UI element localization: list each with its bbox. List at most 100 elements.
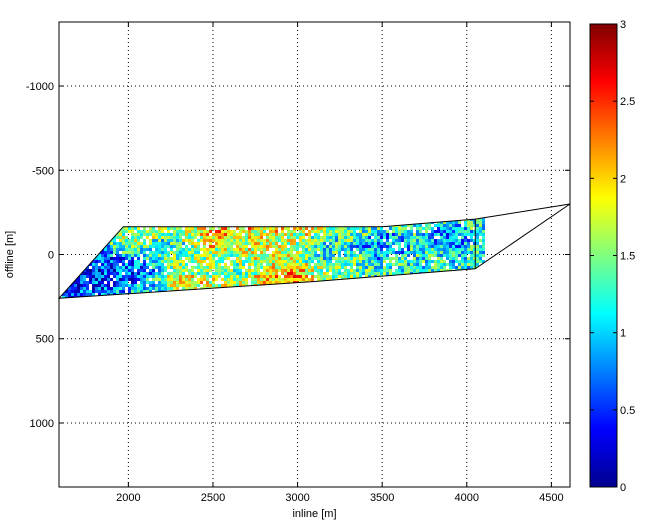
heatmap-cell [356, 242, 359, 245]
heatmap-cell [323, 230, 326, 233]
heatmap-cell [344, 266, 347, 269]
heatmap-cell [260, 242, 263, 245]
heatmap-cell [113, 236, 116, 239]
heatmap-cell [356, 248, 359, 251]
heatmap-cell [296, 257, 299, 260]
heatmap-cell [443, 233, 446, 236]
heatmap-cell [98, 266, 101, 269]
heatmap-cell [167, 251, 170, 254]
heatmap-cell [200, 236, 203, 239]
heatmap-cell [146, 287, 149, 290]
heatmap-cell [311, 257, 314, 260]
heatmap-cell [221, 272, 224, 275]
heatmap-cell [272, 233, 275, 236]
heatmap-cell [293, 257, 296, 260]
heatmap-cell [326, 275, 329, 278]
heatmap-cell [170, 239, 173, 242]
heatmap-cell [308, 263, 311, 266]
heatmap-cell [137, 287, 140, 290]
heatmap-cell [122, 263, 125, 266]
heatmap-cell [326, 260, 329, 263]
heatmap-cell [287, 278, 290, 281]
heatmap-cell [227, 233, 230, 236]
heatmap-cell [179, 260, 182, 263]
heatmap-cell [188, 233, 191, 236]
heatmap-cell [386, 266, 389, 269]
heatmap-cell [209, 236, 212, 239]
colorbar-tick-label: 2.5 [620, 96, 635, 108]
heatmap-cell [242, 251, 245, 254]
heatmap-cell [374, 263, 377, 266]
colorbar-ticks: 00.511.522.53 [590, 19, 635, 494]
heatmap-cell [401, 233, 404, 236]
heatmap-cell [113, 266, 116, 269]
heatmap-cell [218, 251, 221, 254]
heatmap-cell [125, 227, 128, 230]
heatmap-cell [443, 224, 446, 227]
heatmap-cell [377, 260, 380, 263]
heatmap-cell [413, 224, 416, 227]
heatmap-cell [134, 239, 137, 242]
heatmap-cell [233, 230, 236, 233]
heatmap-cell [317, 275, 320, 278]
heatmap-cell [446, 251, 449, 254]
heatmap-cell [317, 263, 320, 266]
heatmap-cell [209, 281, 212, 284]
heatmap-cell [137, 254, 140, 257]
heatmap-cell [374, 233, 377, 236]
heatmap-cell [281, 227, 284, 230]
heatmap-cell [77, 290, 80, 293]
heatmap-cell [209, 263, 212, 266]
heatmap-cell [236, 275, 239, 278]
heatmap-cell [335, 272, 338, 275]
heatmap-cell [317, 242, 320, 245]
heatmap-cell [191, 248, 194, 251]
heatmap-cell [383, 254, 386, 257]
heatmap-cell [257, 236, 260, 239]
heatmap-cell [332, 257, 335, 260]
heatmap-cell [188, 251, 191, 254]
heatmap-cell [125, 242, 128, 245]
heatmap-cell [158, 269, 161, 272]
heatmap-cell [368, 227, 371, 230]
heatmap-cell [137, 257, 140, 260]
heatmap-cell [191, 281, 194, 284]
heatmap-cell [113, 290, 116, 293]
heatmap-cell [281, 266, 284, 269]
heatmap-cell [458, 251, 461, 254]
heatmap-cell [197, 239, 200, 242]
heatmap-cell [149, 227, 152, 230]
heatmap-cell [236, 233, 239, 236]
heatmap-cell [425, 260, 428, 263]
heatmap-cell [167, 272, 170, 275]
heatmap-cell [299, 269, 302, 272]
heatmap-cell [425, 263, 428, 266]
heatmap-cell [224, 284, 227, 287]
heatmap-cell [254, 263, 257, 266]
heatmap-cell [299, 236, 302, 239]
heatmap-cell [347, 260, 350, 263]
heatmap-cell [194, 230, 197, 233]
heatmap-cell [281, 239, 284, 242]
heatmap-cell [242, 284, 245, 287]
heatmap-cell [113, 260, 116, 263]
heatmap-cell [164, 242, 167, 245]
heatmap-cell [287, 257, 290, 260]
heatmap-cell [248, 272, 251, 275]
heatmap-cell [119, 242, 122, 245]
heatmap-cell [125, 245, 128, 248]
heatmap-cell [440, 263, 443, 266]
heatmap-cell [221, 239, 224, 242]
heatmap-cell [98, 254, 101, 257]
heatmap-cell [83, 293, 86, 296]
heatmap-cell [185, 230, 188, 233]
heatmap-cell [224, 239, 227, 242]
heatmap-cell [224, 242, 227, 245]
heatmap-cell [191, 275, 194, 278]
heatmap-cell [425, 269, 428, 272]
heatmap-cell [350, 239, 353, 242]
heatmap-cell [359, 269, 362, 272]
heatmap-cell [152, 269, 155, 272]
heatmap-cell [395, 257, 398, 260]
heatmap-cell [422, 251, 425, 254]
